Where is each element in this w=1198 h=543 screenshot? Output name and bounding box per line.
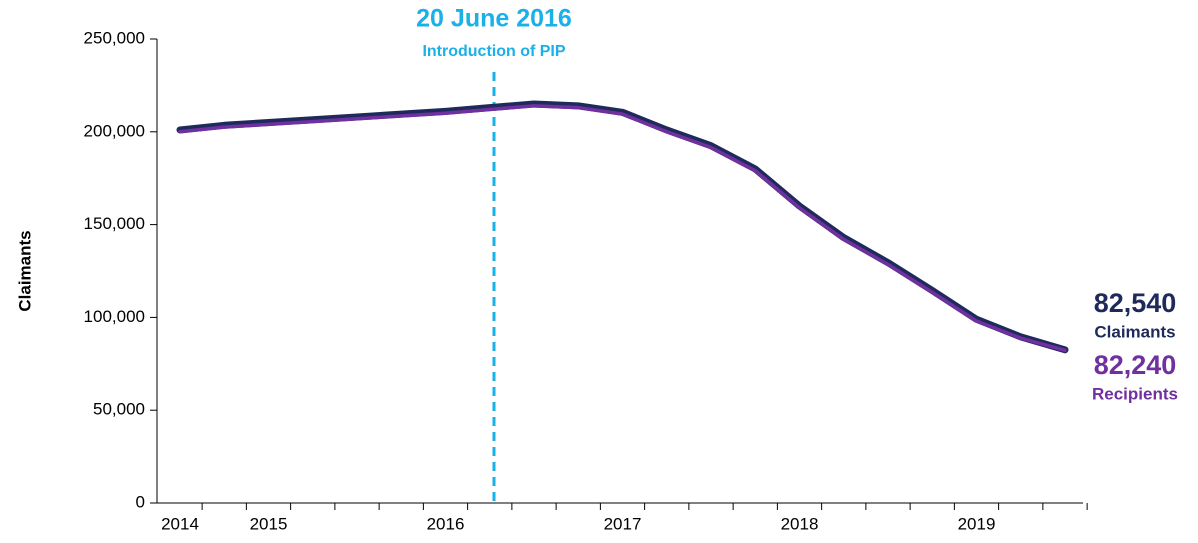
y-tick-label: 250,000 bbox=[84, 28, 145, 47]
x-tick-label: 2018 bbox=[781, 514, 819, 533]
end-series-label: Recipients bbox=[1092, 384, 1178, 403]
end-value-label: 82,540 bbox=[1094, 288, 1177, 318]
y-axis-label: Claimants bbox=[15, 230, 34, 311]
annotation-title: 20 June 2016 bbox=[416, 5, 572, 33]
x-tick-label: 2017 bbox=[604, 514, 642, 533]
y-tick-label: 150,000 bbox=[84, 214, 145, 233]
line-series bbox=[178, 104, 1067, 353]
end-value-label: 82,240 bbox=[1094, 350, 1177, 380]
x-tick-label: 2014 bbox=[161, 514, 199, 533]
y-tick-label: 50,000 bbox=[93, 400, 145, 419]
y-tick-label: 200,000 bbox=[84, 121, 145, 140]
x-tick-label: 2015 bbox=[250, 514, 288, 533]
end-series-label: Claimants bbox=[1094, 322, 1175, 341]
x-tick-label: 2019 bbox=[958, 514, 996, 533]
x-tick-label: 2016 bbox=[427, 514, 465, 533]
annotation-text: Introduction of PIP bbox=[422, 43, 565, 60]
y-tick-label: 100,000 bbox=[84, 307, 145, 326]
y-tick-label: 0 bbox=[136, 492, 145, 511]
line-series bbox=[176, 100, 1069, 354]
